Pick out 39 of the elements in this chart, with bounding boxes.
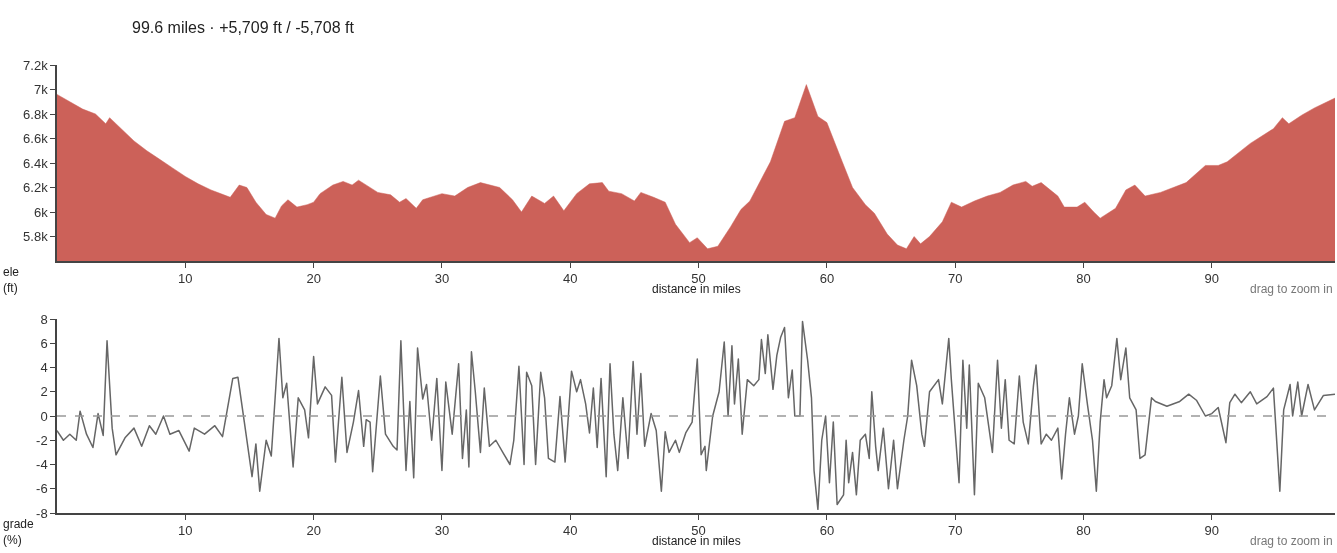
text: drag to zoom in	[1250, 534, 1333, 548]
y-tick-label: 6k	[33, 204, 49, 220]
x-tick-label: 70	[947, 271, 963, 287]
y-tick-label: -2	[36, 432, 48, 448]
y-tick-label: 6.6k	[23, 131, 49, 147]
x-tick-label: 20	[306, 523, 321, 539]
y-tick-label: -8	[36, 505, 48, 521]
x-tick-label: 30	[434, 523, 450, 539]
x-tick-label: 20	[306, 271, 321, 287]
y-tick-label: 6.2k	[23, 180, 49, 196]
x-tick-label: 10	[178, 271, 193, 287]
y-tick-label: 4	[40, 360, 48, 376]
y-tick-label: -4	[36, 457, 48, 473]
y-tick-label: 8	[40, 311, 48, 327]
y-axis-title: ele (ft)	[3, 265, 20, 295]
y-tick-label: 7.2k	[23, 57, 49, 73]
y-tick-label: -6	[36, 481, 48, 497]
text: drag to zoom in	[1250, 282, 1333, 296]
y-tick-label: 2	[40, 384, 48, 400]
x-tick-label: 90	[1204, 523, 1220, 539]
x-tick-label: 10	[178, 523, 193, 539]
y-tick-label: 7k	[33, 82, 49, 98]
x-tick-label: 70	[947, 523, 963, 539]
y-tick-label: 6.8k	[23, 106, 49, 122]
y-axis-title: grade (%)	[3, 517, 35, 547]
chart-title: 99.6 miles · +5,709 ft / -5,708 ft	[132, 19, 355, 36]
y-tick-label: 5.8k	[23, 229, 49, 245]
y-tick-label: 6.4k	[23, 155, 49, 171]
x-tick-label: 60	[819, 271, 835, 287]
x-tick-label: 40	[563, 271, 578, 287]
y-tick-label: 0	[40, 408, 48, 424]
y-tick-label: 6	[40, 335, 48, 351]
x-tick-label: 80	[1076, 271, 1091, 287]
x-tick-label: 40	[563, 523, 578, 539]
x-tick-label: 80	[1076, 523, 1091, 539]
x-tick-label: 30	[434, 271, 450, 287]
x-tick-label: 90	[1204, 271, 1220, 287]
line-series	[57, 320, 1335, 511]
x-tick-label: 60	[819, 523, 835, 539]
